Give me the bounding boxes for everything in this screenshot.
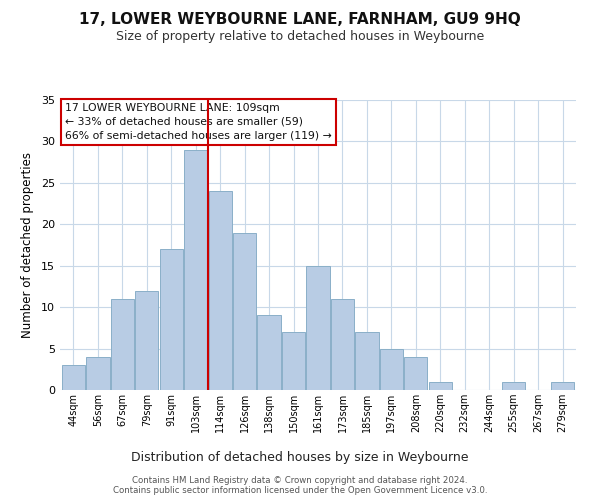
Text: Contains HM Land Registry data © Crown copyright and database right 2024.: Contains HM Land Registry data © Crown c… <box>132 476 468 485</box>
Text: Contains public sector information licensed under the Open Government Licence v3: Contains public sector information licen… <box>113 486 487 495</box>
Bar <box>135 290 158 390</box>
Bar <box>86 357 110 390</box>
Bar <box>355 332 379 390</box>
Bar <box>111 299 134 390</box>
Bar <box>404 357 427 390</box>
Bar <box>233 232 256 390</box>
Bar <box>428 382 452 390</box>
Text: Size of property relative to detached houses in Weybourne: Size of property relative to detached ho… <box>116 30 484 43</box>
Bar <box>62 365 85 390</box>
Bar <box>551 382 574 390</box>
Bar <box>209 191 232 390</box>
Bar <box>257 316 281 390</box>
Bar <box>380 348 403 390</box>
Bar <box>282 332 305 390</box>
Y-axis label: Number of detached properties: Number of detached properties <box>21 152 34 338</box>
Bar <box>331 299 354 390</box>
Text: 17, LOWER WEYBOURNE LANE, FARNHAM, GU9 9HQ: 17, LOWER WEYBOURNE LANE, FARNHAM, GU9 9… <box>79 12 521 28</box>
Bar <box>502 382 525 390</box>
Bar <box>307 266 329 390</box>
Text: Distribution of detached houses by size in Weybourne: Distribution of detached houses by size … <box>131 451 469 464</box>
Bar <box>184 150 208 390</box>
Text: 17 LOWER WEYBOURNE LANE: 109sqm
← 33% of detached houses are smaller (59)
66% of: 17 LOWER WEYBOURNE LANE: 109sqm ← 33% of… <box>65 103 332 141</box>
Bar <box>160 249 183 390</box>
